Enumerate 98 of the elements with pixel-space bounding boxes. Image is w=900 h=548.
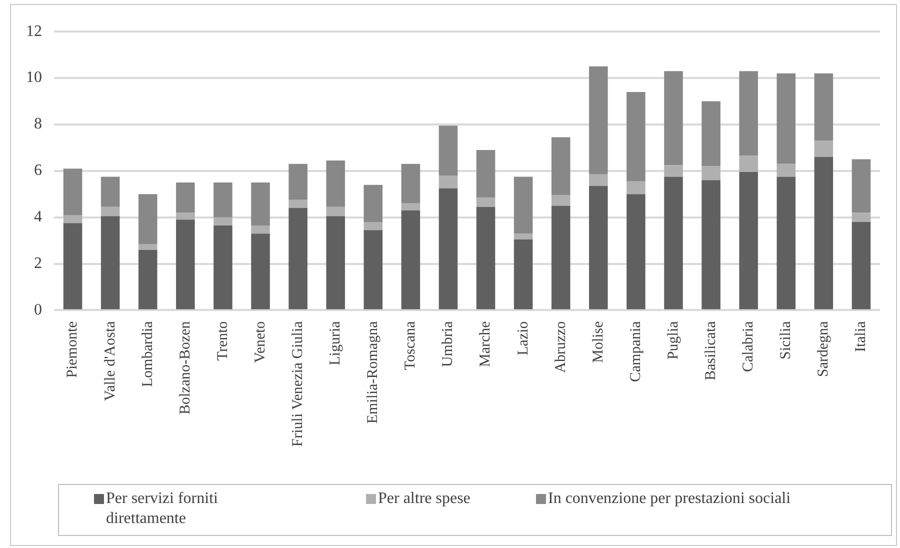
bar [438, 126, 458, 176]
bar [288, 164, 308, 200]
bar [514, 176, 533, 234]
bar [138, 250, 158, 310]
bar [814, 140, 834, 157]
y-tick-label: 4 [34, 208, 42, 226]
bar [739, 172, 758, 310]
x-tick-label: Abruzzo [552, 321, 569, 373]
y-tick-label: 2 [34, 254, 42, 272]
x-tick-label: Valle d'Aosta [102, 320, 118, 401]
x-tick-label: Campania [628, 320, 644, 382]
bar [176, 220, 195, 310]
legend-label: Per servizi forniti direttamente [106, 489, 219, 529]
bar [664, 165, 683, 177]
bar [814, 156, 834, 310]
bar [401, 203, 420, 210]
bar [551, 137, 570, 196]
bar [702, 101, 720, 166]
legend-label: In convenzione per prestazioni sociali [548, 489, 791, 509]
bar [326, 160, 345, 207]
bar [476, 198, 496, 207]
bar [251, 182, 270, 226]
bar [852, 212, 871, 222]
x-tick-label: Calabria [740, 320, 757, 372]
y-tick-label: 6 [34, 162, 42, 180]
bar [476, 206, 496, 310]
bar [776, 164, 796, 177]
x-tick-label: Marche [478, 320, 494, 368]
bar [326, 206, 345, 216]
bar [589, 186, 608, 310]
bar [814, 73, 834, 141]
x-tick-label: Sicilia [778, 320, 794, 360]
bar [251, 225, 270, 234]
bar [63, 168, 82, 216]
bar [214, 225, 232, 310]
bar [626, 181, 646, 194]
x-tick-label: Piemonte [64, 320, 81, 378]
bar [326, 216, 345, 310]
y-tick-label: 10 [26, 69, 42, 86]
bar [100, 216, 120, 310]
legend-label: Per altre spese [378, 489, 470, 509]
bar [438, 176, 458, 188]
bar [251, 234, 270, 310]
y-tick-label: 0 [34, 301, 42, 318]
bar [852, 159, 871, 213]
bar [776, 73, 796, 164]
bar [138, 194, 158, 244]
x-tick-label: Puglia [665, 320, 682, 360]
x-tick-label: Umbria [440, 320, 456, 368]
bar [364, 184, 383, 222]
bar [776, 176, 796, 310]
bar [138, 244, 158, 250]
bar [288, 200, 308, 208]
x-tick-label: Sardegna [816, 320, 832, 378]
bar [214, 182, 232, 218]
x-tick-label: Veneto [252, 321, 268, 363]
bar [401, 164, 420, 204]
bar [401, 210, 420, 310]
bar [626, 194, 646, 310]
bar [214, 217, 232, 226]
bar [176, 182, 195, 213]
bar [364, 222, 383, 230]
x-tick-label: Friuli Venezia Giulia [290, 320, 306, 447]
x-tick-label: Liguria [328, 320, 344, 366]
bar [551, 206, 570, 310]
x-tick-label: Molise [590, 320, 606, 363]
bar [63, 215, 82, 224]
x-tick-label: Trento [214, 321, 231, 361]
bar [589, 66, 608, 174]
x-tick-label: Italia [853, 320, 870, 352]
bar [176, 212, 195, 220]
x-tick-label: Bolzano-Bozen [177, 320, 194, 415]
bar [626, 92, 646, 182]
bar [589, 174, 608, 186]
bar [702, 166, 720, 180]
bar [702, 180, 720, 310]
bar [852, 222, 871, 310]
bar [364, 230, 383, 310]
bar [739, 156, 758, 172]
x-tick-label: Toscana [402, 320, 419, 370]
bar [63, 223, 82, 310]
bar [664, 71, 683, 166]
y-tick-label: 12 [26, 22, 42, 40]
x-tick-label: Lombardia [140, 320, 156, 388]
bar [100, 206, 120, 216]
bar [664, 176, 683, 310]
x-tick-label: Lazio [515, 321, 532, 356]
bar [551, 195, 570, 206]
bar [288, 208, 308, 310]
bar [739, 71, 758, 156]
y-tick-label: 8 [34, 116, 42, 133]
bar [476, 150, 496, 198]
x-tick-label: Basilicata [702, 320, 719, 380]
bar [438, 188, 458, 310]
bar [514, 239, 533, 310]
bar [100, 176, 120, 207]
x-tick-label: Emilia-Romagna [365, 320, 382, 424]
bar [514, 234, 533, 240]
